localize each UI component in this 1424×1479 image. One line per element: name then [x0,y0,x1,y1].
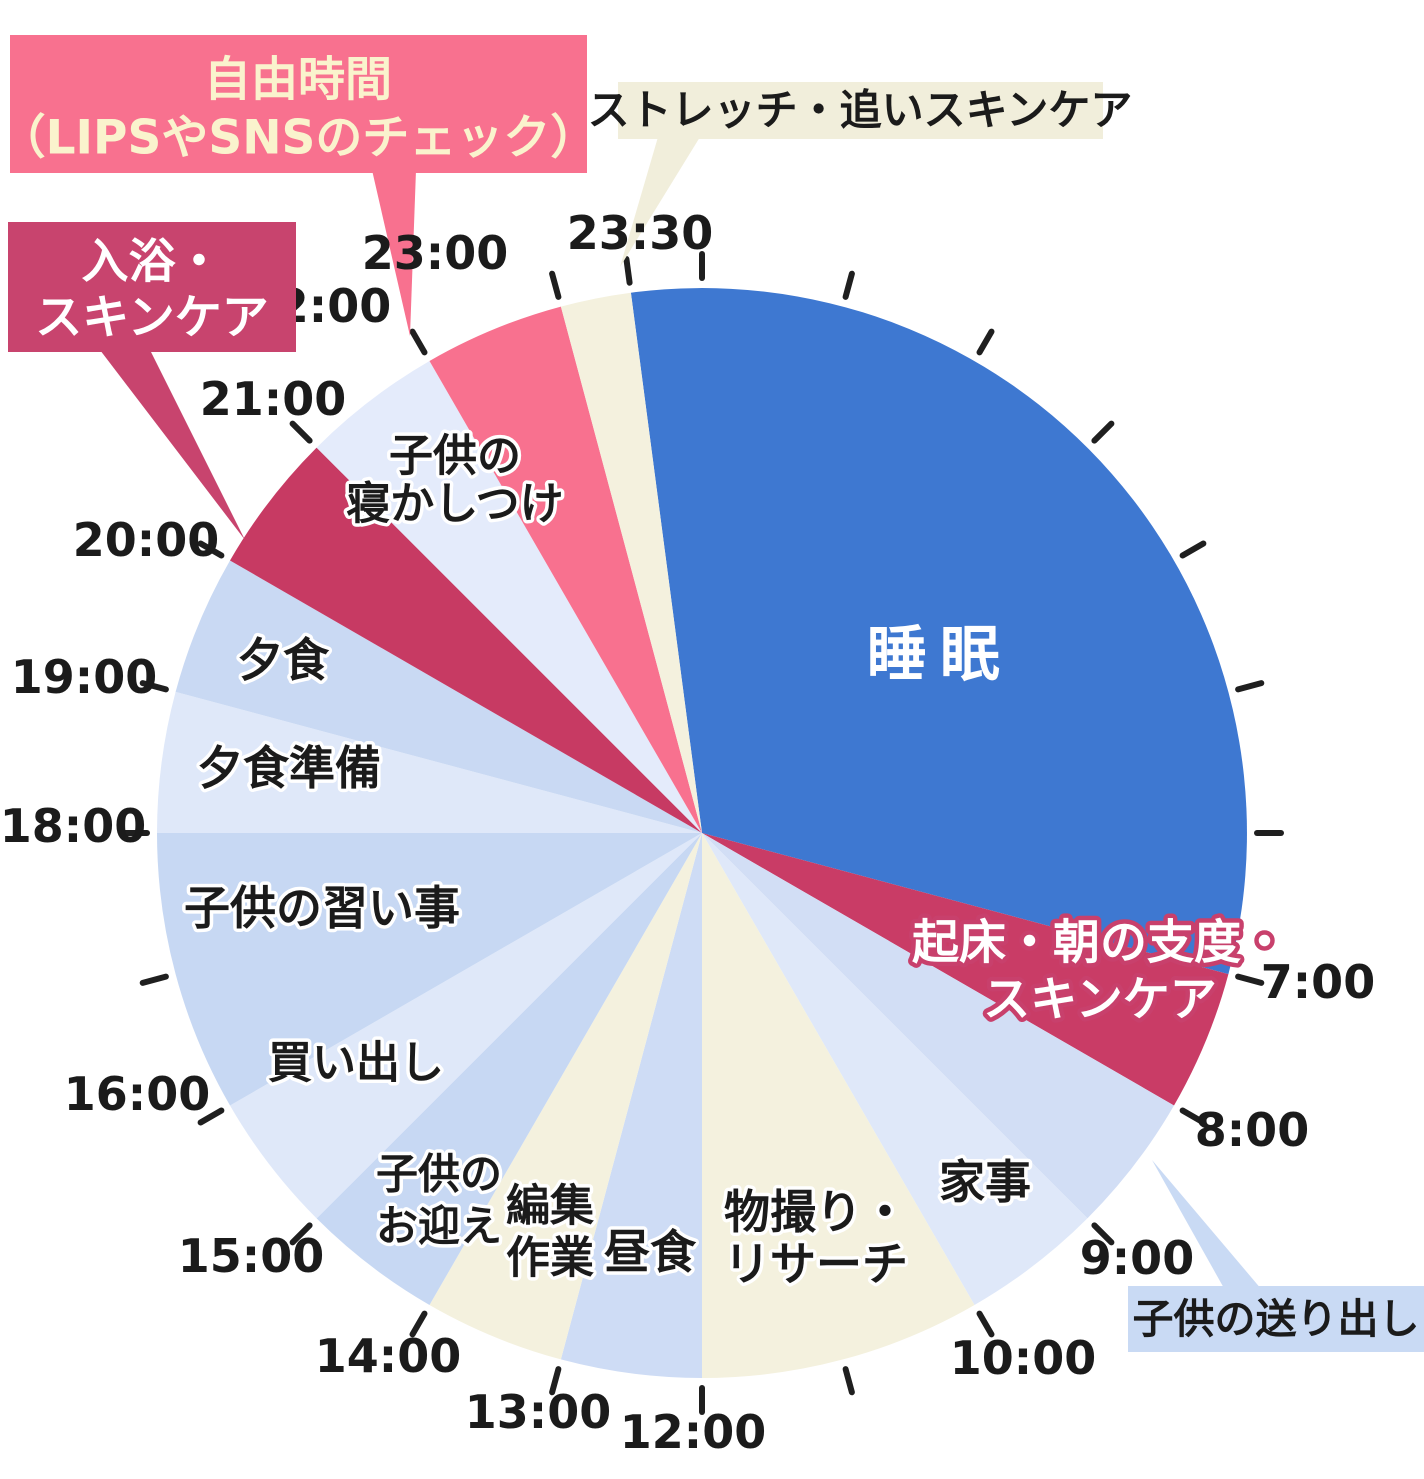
pie-slice-editing-work [429,833,702,1360]
pie-slice-product-shoot-research [702,833,975,1378]
pie-slice-bath-skincare [230,447,702,833]
pie-slice-stretch-extra-skincare [560,292,702,833]
free-time-callout-label-line2: （LIPSやSNSのチェック） [0,111,597,166]
slice-label-dinner-prep: 夕食準備 [197,741,381,795]
hour-tick-8 [1179,1107,1207,1126]
slice-label-product-shoot-research-line1: 物撮り・ [724,1185,908,1239]
hour-tick-22 [409,328,428,356]
pie-slice-sleep [630,288,1247,975]
see-kids-off-callout-label: 子供の送り出し [1133,1295,1420,1343]
slice-label-dinner: 夕食 [237,633,330,687]
hour-tick-2 [976,328,995,356]
time-label-19:00: 19:00 [11,650,157,704]
time-label-14:00: 14:00 [315,1329,461,1383]
hour-tick-9 [1091,1222,1115,1246]
bath-skincare-callout-box [8,222,296,352]
hour-tick-23.5 [623,256,633,286]
pie-slice-dinner [175,560,703,833]
hour-tick-15 [289,1222,313,1246]
slice-label-lunch: 昼食 [604,1225,697,1279]
see-kids-off-callout-box [1128,1286,1424,1352]
hour-tick-11 [842,1366,855,1396]
time-label-8:00: 8:00 [1195,1103,1309,1157]
pie-slice-pick-up-kids [316,833,702,1305]
hour-tick-16 [197,1107,225,1126]
time-label-15:00: 15:00 [178,1229,324,1283]
bath-skincare-callout-label-line1: 入浴・ [82,235,223,290]
hour-tick-7 [1235,973,1265,986]
hour-tick-20 [197,540,225,559]
stretch-skincare-callout-label: ストレッチ・追いスキンケア [588,86,1133,135]
hour-tick-4 [1179,540,1207,559]
slice-label-editing-work-line2: 作業 [506,1233,594,1284]
free-time-callout-pointer [372,170,416,336]
time-label-20:00: 20:00 [73,513,219,567]
stretch-skincare-callout-box [618,82,1103,139]
slice-label-kids-lessons: 子供の習い事 [184,881,460,935]
pie-slice-free-time [429,306,702,834]
time-label-21:00: 21:00 [200,372,346,426]
free-time-callout-label-line1: 自由時間 [204,53,392,108]
slice-label-product-shoot-research-line2: リサーチ [724,1237,908,1291]
hour-tick-17 [139,973,169,986]
slice-label-sleep: 睡眠 [867,620,1013,690]
time-label-16:00: 16:00 [64,1067,210,1121]
time-label-23:00: 23:00 [362,226,508,280]
slice-label-pick-up-kids-line1: 子供の [376,1150,502,1199]
hour-tick-19 [139,680,169,693]
bath-skincare-callout-pointer [100,350,245,540]
time-label-13:00: 13:00 [465,1385,611,1439]
slice-label-wake-morning-prep-line2: スキンケア [983,973,1217,1028]
hour-tick-14 [409,1310,428,1338]
slice-label-put-kids-to-bed-line2: 寝かしつけ [346,479,563,530]
slice-label-editing-work-line1: 編集 [506,1181,594,1232]
time-label-7:00: 7:00 [1261,955,1375,1009]
pie-slice-housework [702,833,1088,1305]
slice-label-pick-up-kids-line2: お迎え [376,1202,502,1251]
free-time-callout-box [10,35,587,173]
hour-tick-3 [1091,420,1115,444]
see-kids-off-callout-pointer [1152,1160,1262,1290]
hour-tick-21 [289,420,313,444]
pie-slice-grocery-shopping [230,833,702,1219]
time-label-18:00: 18:00 [0,799,146,853]
pie-slice-kids-lessons [157,833,702,1106]
pie-slice-dinner-prep [157,691,702,833]
slice-label-wake-morning-prep-line1: 起床・朝の支度・ [912,916,1288,971]
slice-label-grocery-shopping: 買い出し [268,1038,444,1089]
hour-tick-23 [549,270,562,300]
hour-tick-10 [976,1310,995,1338]
time-label-12:00: 12:00 [620,1405,766,1459]
time-label-10:00: 10:00 [950,1331,1096,1385]
hour-tick-5 [1235,680,1265,693]
time-label-9:00: 9:00 [1080,1231,1194,1285]
hour-tick-13 [549,1366,562,1396]
pie-slice-see-kids-off [702,833,1174,1219]
slice-label-put-kids-to-bed-line1: 子供の [389,431,521,482]
pie-slice-lunch [560,833,702,1378]
hour-tick-1 [842,270,855,300]
pie-slice-wake-morning-prep [702,833,1229,1106]
slice-label-housework: 家事 [939,1155,1031,1209]
pie-slice-put-kids-to-bed [316,361,702,833]
bath-skincare-callout-label-line2: スキンケア [35,291,269,346]
stretch-skincare-callout-pointer [620,137,700,267]
time-label-23:30: 23:30 [567,206,713,260]
